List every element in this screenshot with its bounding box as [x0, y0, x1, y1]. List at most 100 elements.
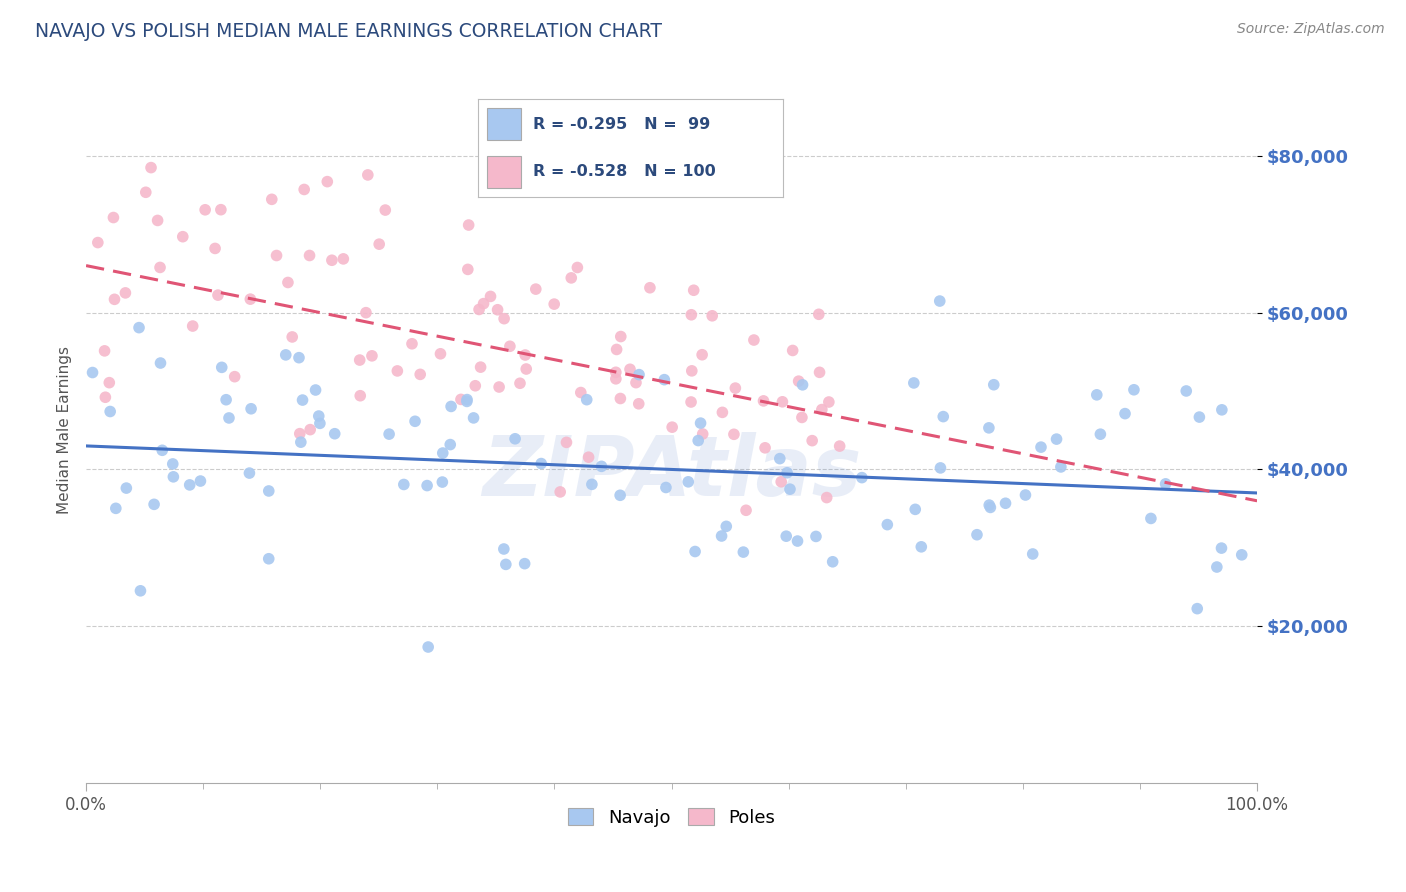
Point	[416, 478, 439, 492]
Point	[304, 383, 326, 397]
Point	[808, 365, 831, 379]
Point	[257, 551, 280, 566]
Point	[555, 435, 578, 450]
Point	[1230, 548, 1253, 562]
Point	[804, 529, 827, 543]
Point	[581, 477, 603, 491]
Point	[357, 168, 380, 182]
Point	[681, 364, 703, 378]
Point	[627, 397, 650, 411]
Point	[779, 482, 801, 496]
Point	[1114, 407, 1136, 421]
Point	[605, 372, 627, 386]
Point	[769, 451, 792, 466]
Point	[456, 394, 478, 409]
Text: Source: ZipAtlas.com: Source: ZipAtlas.com	[1237, 22, 1385, 37]
Point	[770, 394, 793, 409]
Point	[401, 336, 423, 351]
Point	[299, 423, 322, 437]
Point	[530, 457, 553, 471]
Point	[240, 401, 263, 416]
Point	[929, 461, 952, 475]
Point	[543, 297, 565, 311]
Point	[716, 519, 738, 533]
Point	[486, 302, 509, 317]
Point	[323, 426, 346, 441]
Point	[754, 441, 776, 455]
Point	[775, 529, 797, 543]
Point	[378, 427, 401, 442]
Point	[179, 478, 201, 492]
Point	[499, 339, 522, 353]
Point	[432, 446, 454, 460]
Point	[494, 311, 516, 326]
Point	[628, 368, 651, 382]
Point	[786, 534, 808, 549]
Point	[94, 390, 117, 404]
Point	[752, 393, 775, 408]
Point	[560, 271, 582, 285]
Point	[429, 347, 451, 361]
Point	[309, 417, 332, 431]
Point	[1022, 547, 1045, 561]
Point	[524, 282, 547, 296]
Point	[288, 351, 311, 365]
Point	[681, 308, 703, 322]
Point	[801, 434, 824, 448]
Point	[994, 496, 1017, 510]
Point	[218, 411, 240, 425]
Point	[98, 376, 121, 390]
Point	[354, 306, 377, 320]
Point	[464, 378, 486, 392]
Legend: Navajo, Poles: Navajo, Poles	[561, 801, 782, 834]
Point	[770, 475, 793, 489]
Point	[440, 400, 463, 414]
Point	[93, 343, 115, 358]
Point	[1154, 476, 1177, 491]
Point	[723, 427, 745, 442]
Point	[146, 213, 169, 227]
Point	[928, 294, 950, 309]
Point	[290, 435, 312, 450]
Point	[678, 475, 700, 489]
Point	[876, 517, 898, 532]
Point	[115, 481, 138, 495]
Point	[807, 307, 830, 321]
Point	[509, 376, 531, 391]
Point	[409, 368, 432, 382]
Point	[1029, 440, 1052, 454]
Point	[82, 366, 104, 380]
Point	[1050, 459, 1073, 474]
Point	[257, 483, 280, 498]
Point	[472, 296, 495, 310]
Point	[288, 426, 311, 441]
Point	[689, 416, 711, 430]
Point	[274, 348, 297, 362]
Point	[638, 281, 661, 295]
Point	[162, 470, 184, 484]
Point	[742, 333, 765, 347]
Point	[787, 374, 810, 388]
Point	[815, 491, 838, 505]
Point	[513, 557, 536, 571]
Point	[966, 527, 988, 541]
Point	[609, 488, 631, 502]
Point	[1090, 427, 1112, 442]
Point	[851, 470, 873, 484]
Point	[567, 260, 589, 275]
Point	[503, 432, 526, 446]
Point	[776, 466, 799, 480]
Point	[181, 319, 204, 334]
Point	[724, 381, 747, 395]
Point	[98, 404, 121, 418]
Point	[316, 175, 339, 189]
Point	[515, 348, 537, 362]
Point	[162, 457, 184, 471]
Point	[114, 285, 136, 300]
Point	[308, 409, 330, 423]
Point	[392, 477, 415, 491]
Point	[1205, 560, 1227, 574]
Point	[368, 237, 391, 252]
Point	[463, 411, 485, 425]
Point	[211, 360, 233, 375]
